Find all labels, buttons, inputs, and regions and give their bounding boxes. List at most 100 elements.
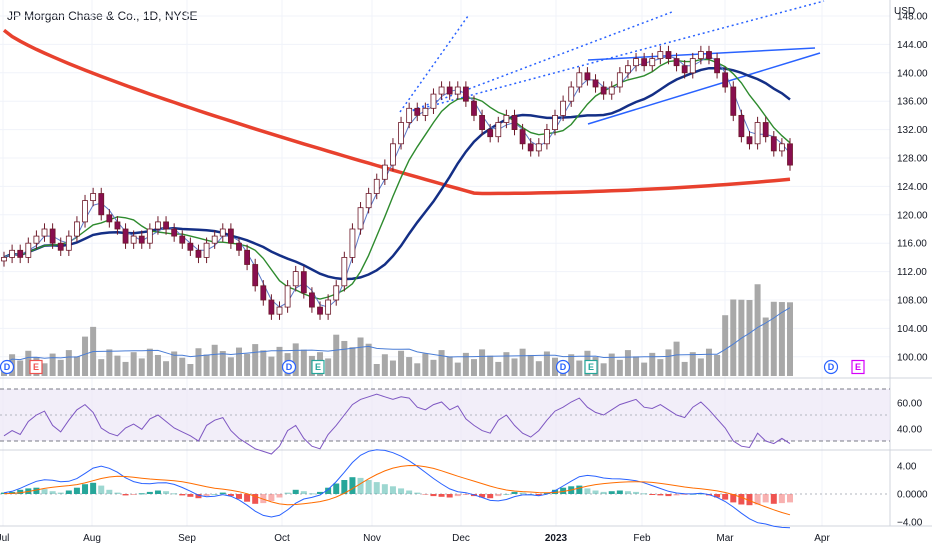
candle-body (649, 58, 656, 67)
macd-hist-bar (268, 494, 275, 501)
dividend-marker[interactable]: D (555, 359, 571, 375)
event-marker-label: E (33, 362, 39, 372)
dividend-marker[interactable]: D (0, 359, 15, 375)
candle-body (227, 228, 234, 244)
candle-body (252, 264, 259, 287)
price-tick-label: 104.00 (897, 324, 928, 335)
candle-body (82, 200, 88, 223)
macd-hist-bar (33, 487, 40, 494)
sma200-line (2, 28, 791, 196)
candle-body (438, 86, 445, 95)
volume-ma-line (3, 307, 791, 365)
candle-body (65, 235, 72, 251)
time-tick-label: Sep (178, 533, 196, 544)
candle-body (697, 51, 704, 59)
volume-bar (389, 360, 396, 376)
candle-body (33, 235, 40, 244)
volume-bar (673, 341, 680, 376)
candle-body (114, 221, 121, 230)
volume-bar (681, 361, 688, 376)
volume-bar (543, 351, 550, 376)
earnings-marker[interactable]: E (311, 359, 325, 375)
candle-body (616, 72, 623, 88)
volume-bar (624, 350, 631, 376)
macd-hist-bar (49, 491, 56, 494)
candle-body (633, 58, 639, 67)
earnings-marker[interactable]: E (584, 359, 598, 375)
event-marker-label: E (588, 362, 594, 372)
candle-body (422, 107, 429, 116)
candle-body (787, 143, 793, 166)
macd-hist-bar (187, 494, 194, 497)
volume-bar (414, 363, 421, 376)
candle-body (195, 249, 202, 258)
candle-body (519, 129, 526, 145)
candle-body (284, 285, 291, 308)
volume-bar (349, 347, 356, 376)
candle-body (487, 129, 494, 138)
earnings-marker-shape (29, 359, 43, 375)
volume-bar (114, 355, 121, 376)
candle-body (203, 242, 210, 258)
candle-body (657, 51, 664, 59)
candle-body (57, 242, 64, 251)
dividend-marker[interactable]: D (823, 359, 839, 375)
macd-hist-bar (211, 494, 218, 495)
event-marker-label: D (828, 362, 835, 372)
macd-hist-bar (495, 494, 502, 497)
macd-hist-bar (446, 494, 453, 498)
macd-hist-bar (179, 494, 186, 496)
macd-hist-bar (519, 492, 526, 494)
dividend-marker[interactable]: D (281, 359, 297, 375)
macd-tick-label: −4.00 (897, 518, 923, 529)
volume-bar (73, 356, 80, 376)
candle-body (544, 129, 550, 145)
time-tick-label: Nov (363, 533, 381, 544)
trendline-support (587, 52, 821, 125)
volume-bar (211, 344, 218, 376)
price-tick-label: 144.00 (897, 40, 928, 51)
candle-body (268, 299, 275, 315)
candle-body (122, 228, 129, 244)
trendline-dotted-upper (407, 11, 673, 113)
macd-hist-bar (479, 494, 486, 498)
volume-bar (503, 352, 510, 376)
time-tick-label: Jul (0, 533, 9, 544)
earnings-marker[interactable]: E (851, 359, 865, 375)
candle-body (592, 79, 599, 88)
volume-bar (519, 348, 526, 376)
candle-body (462, 86, 469, 102)
candle-body (762, 122, 769, 138)
candle-body (349, 228, 356, 258)
sma20-line (3, 58, 791, 300)
volume-bar (454, 362, 461, 376)
macd-hist-bar (641, 493, 648, 495)
volume-bar (154, 354, 161, 376)
candle-body (535, 143, 542, 152)
macd-hist-bar (365, 480, 372, 494)
volume-bar (163, 361, 170, 376)
event-marker-label: E (855, 362, 861, 372)
macd-hist-bar (381, 484, 388, 494)
price-tick-label: 116.00 (897, 239, 927, 250)
volume-bar (41, 363, 48, 376)
candle-body (552, 115, 558, 131)
macd-hist-bar (252, 494, 259, 504)
volume-bar (616, 359, 623, 376)
volume-bar (333, 334, 340, 376)
candle-body (641, 58, 648, 67)
volume-bar (195, 348, 202, 376)
candle-body (98, 193, 105, 216)
trendlines (399, 0, 825, 125)
volume-bar (106, 349, 113, 376)
volume-bar (130, 352, 137, 376)
macd-hist-bar (73, 487, 80, 494)
volume-bar (730, 299, 737, 376)
volume-bar (746, 300, 753, 376)
earnings-marker[interactable]: E (29, 359, 43, 375)
volume-bar (568, 354, 575, 376)
macd-hist-bar (754, 494, 761, 505)
macd-hist-bar (778, 494, 785, 504)
